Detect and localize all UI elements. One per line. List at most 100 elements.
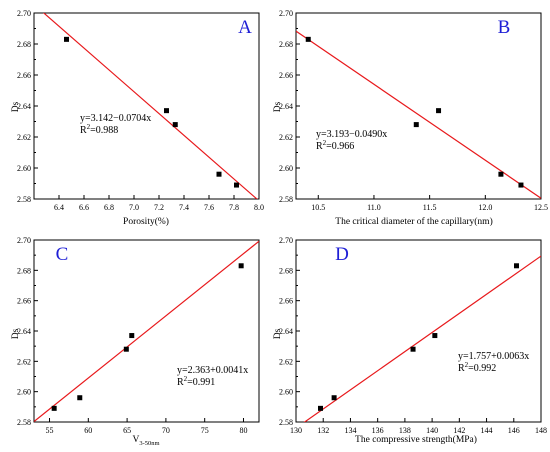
y-tick-label: 2.58 xyxy=(279,195,293,204)
y-tick-label: 2.64 xyxy=(279,102,293,111)
r-squared: R2=0.992 xyxy=(458,361,496,374)
fit-equation: y=3.142−0.0704x xyxy=(80,113,151,124)
x-tick-label: 12.5 xyxy=(534,203,548,212)
x-tick-label: 6.8 xyxy=(104,203,114,212)
y-tick-label: 2.70 xyxy=(279,236,293,245)
y-tick-label: 2.66 xyxy=(279,297,293,306)
x-tick-label: 140 xyxy=(426,426,438,435)
x-tick-label: 138 xyxy=(399,426,411,435)
fit-line xyxy=(296,30,541,199)
data-point xyxy=(436,108,442,114)
x-tick-label: 136 xyxy=(372,426,384,435)
data-point xyxy=(64,36,69,42)
data-point xyxy=(164,108,169,114)
x-tick-label: 142 xyxy=(453,426,465,435)
x-tick-label: 148 xyxy=(535,426,547,435)
panel-letter: B xyxy=(498,17,511,38)
x-tick-label: 55 xyxy=(46,426,54,435)
x-tick-label: 80 xyxy=(239,426,247,435)
y-tick-label: 2.68 xyxy=(17,266,31,275)
y-tick-label: 2.62 xyxy=(17,133,31,142)
y-tick-label: 2.64 xyxy=(17,102,31,111)
x-tick-label: 11.0 xyxy=(367,203,381,212)
x-axis-label: The compressive strength(MPa) xyxy=(355,434,477,445)
x-tick-label: 75 xyxy=(201,426,209,435)
x-tick-label: 7.2 xyxy=(154,203,164,212)
y-tick-label: 2.62 xyxy=(279,357,293,366)
x-tick-label: 6.6 xyxy=(79,203,89,212)
x-tick-label: 11.5 xyxy=(423,203,437,212)
panel-d: 2.58 2.60 2.62 2.64 2.66 2.68 2.70 130 132 134 136… xyxy=(273,236,547,445)
data-point xyxy=(413,122,419,128)
x-tick-label: 130 xyxy=(290,426,302,435)
y-tick-label: 2.60 xyxy=(279,164,293,173)
y-tick-label: 2.68 xyxy=(279,40,293,49)
y-tick-label: 2.70 xyxy=(17,236,31,245)
data-point xyxy=(518,182,524,188)
y-tick-label: 2.64 xyxy=(17,327,31,336)
y-tick-label: 2.68 xyxy=(17,40,31,49)
fit-line xyxy=(42,13,258,199)
x-axis-label: V3-50nm xyxy=(132,435,159,447)
x-axis-label: The critical diameter of the capillary(n… xyxy=(335,216,492,227)
x-tick-label: 7.0 xyxy=(129,203,139,212)
panel-a: 2.58 2.60 2.62 2.64 2.66 2.68 2.70 6.4 6.6 6.8 7.0… xyxy=(11,9,264,227)
data-point xyxy=(318,405,323,411)
data-point xyxy=(216,171,222,177)
x-tick-label: 12.0 xyxy=(478,203,492,212)
x-tick-label: 8.0 xyxy=(254,203,264,212)
r-squared: R2=0.966 xyxy=(316,139,354,152)
y-tick-label: 2.62 xyxy=(279,133,293,142)
y-tick-label: 2.60 xyxy=(17,164,31,173)
data-point xyxy=(77,395,83,401)
data-point xyxy=(51,405,57,411)
fit-equation: y=2.363+0.0041x xyxy=(177,365,248,376)
y-tick-label: 2.66 xyxy=(279,71,293,80)
fit-line xyxy=(34,240,259,422)
data-point xyxy=(123,346,129,352)
data-point xyxy=(238,263,244,269)
panel-c: 2.58 2.60 2.62 2.64 2.66 2.68 2.70 55 60 65 70 75 80… xyxy=(11,236,260,447)
plot-frame xyxy=(295,12,542,200)
panel-letter: C xyxy=(56,244,69,265)
y-tick-label: 2.66 xyxy=(17,297,31,306)
data-point xyxy=(498,171,504,177)
y-tick-label: 2.66 xyxy=(17,71,31,80)
x-tick-label: 7.4 xyxy=(179,203,189,212)
panel-letter: D xyxy=(335,244,349,265)
x-tick-label: 7.8 xyxy=(229,203,239,212)
x-tick-label: 132 xyxy=(317,426,329,435)
fit-line xyxy=(303,255,541,422)
y-tick-label: 2.70 xyxy=(279,9,293,18)
data-point xyxy=(331,395,337,401)
y-axis-label: Ds xyxy=(11,328,21,339)
y-axis-label: Ds xyxy=(273,101,283,112)
data-point xyxy=(172,122,178,128)
data-point xyxy=(234,182,239,188)
y-tick-label: 2.68 xyxy=(279,266,293,275)
y-tick-label: 2.58 xyxy=(17,418,31,427)
fit-equation: y=1.757+0.0063x xyxy=(458,351,529,362)
y-tick-label: 2.62 xyxy=(17,357,31,366)
x-tick-label: 70 xyxy=(162,426,170,435)
x-tick-label: 144 xyxy=(481,426,493,435)
panel-b: 2.58 2.60 2.62 2.64 2.66 2.68 2.70 10.5 11.0 11.5… xyxy=(273,9,548,227)
y-tick-label: 2.60 xyxy=(279,388,293,397)
data-point xyxy=(514,263,519,269)
y-tick-label: 2.58 xyxy=(279,418,293,427)
x-tick-label: 60 xyxy=(84,426,92,435)
r-squared: R2=0.988 xyxy=(80,123,118,136)
data-point xyxy=(410,346,416,352)
data-point xyxy=(432,333,438,339)
y-tick-label: 2.64 xyxy=(279,327,293,336)
x-axis-label: Porosity(%) xyxy=(123,216,169,227)
y-tick-label: 2.70 xyxy=(17,9,31,18)
x-tick-label: 10.5 xyxy=(311,203,325,212)
panel-letter: A xyxy=(238,17,252,38)
y-axis-label: Ds xyxy=(11,101,21,112)
x-tick-label: 134 xyxy=(344,426,356,435)
fit-equation: y=3.193−0.0490x xyxy=(316,129,387,140)
x-tick-label: 7.6 xyxy=(204,203,214,212)
data-point xyxy=(305,36,311,42)
